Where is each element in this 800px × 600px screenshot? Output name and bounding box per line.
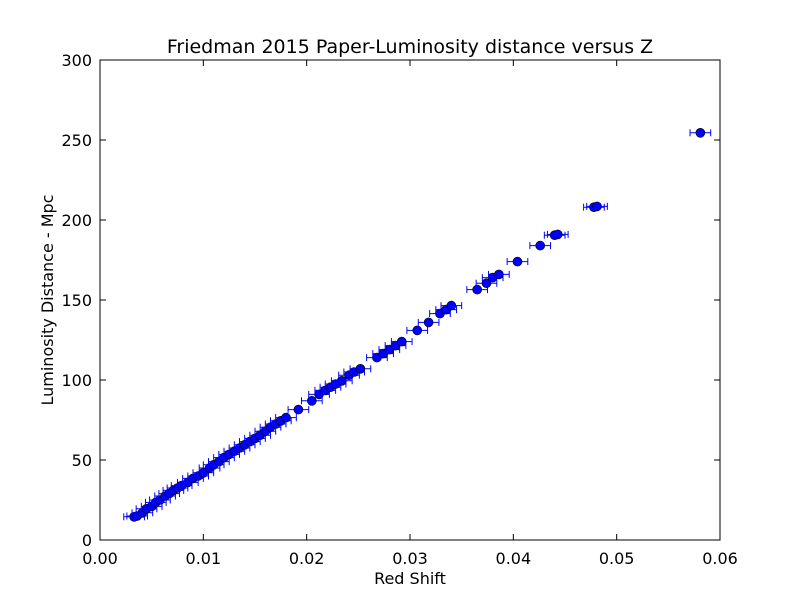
x-tick-label: 0.04 bbox=[496, 549, 532, 568]
data-point bbox=[586, 201, 608, 212]
point-marker bbox=[481, 278, 492, 289]
data-point bbox=[287, 404, 310, 415]
data-point bbox=[506, 256, 529, 267]
chart-title: Friedman 2015 Paper-Luminosity distance … bbox=[167, 36, 653, 58]
point-marker bbox=[396, 336, 407, 347]
plot-area bbox=[123, 128, 712, 522]
y-tick-label: 50 bbox=[72, 451, 92, 470]
data-point bbox=[546, 229, 569, 240]
data-point bbox=[466, 284, 488, 295]
point-marker bbox=[512, 256, 523, 267]
x-tick-label: 0.06 bbox=[702, 549, 738, 568]
point-marker bbox=[293, 404, 304, 415]
point-marker bbox=[695, 128, 706, 138]
axis-ticks: 0.00 0.01 0.02 0.03 0.04 0.05 0.06 0 50 100 150 200… bbox=[61, 51, 737, 568]
point-marker bbox=[412, 325, 423, 336]
data-point bbox=[301, 395, 323, 406]
x-tick-label: 0.01 bbox=[186, 549, 222, 568]
y-tick-label: 300 bbox=[61, 51, 92, 70]
y-tick-label: 200 bbox=[61, 211, 92, 230]
point-marker bbox=[552, 229, 563, 240]
point-marker bbox=[423, 317, 434, 328]
x-tick-label: 0.05 bbox=[599, 549, 635, 568]
point-marker bbox=[355, 363, 366, 374]
data-point bbox=[390, 336, 413, 347]
point-marker bbox=[281, 412, 291, 423]
point-marker bbox=[592, 201, 602, 212]
data-point bbox=[475, 278, 498, 289]
y-tick-label: 250 bbox=[61, 131, 92, 150]
y-tick-label: 150 bbox=[61, 291, 92, 310]
plot-frame bbox=[99, 59, 721, 541]
data-point bbox=[406, 325, 429, 336]
y-axis-label: Luminosity Distance - Mpc bbox=[38, 194, 57, 405]
point-marker bbox=[446, 300, 457, 311]
x-tick-label: 0.00 bbox=[82, 549, 118, 568]
y-tick-label: 100 bbox=[61, 371, 92, 390]
point-marker bbox=[336, 375, 347, 386]
data-point bbox=[488, 269, 510, 280]
point-marker bbox=[535, 240, 546, 251]
x-tick-label: 0.02 bbox=[289, 549, 325, 568]
y-tick-label: 0 bbox=[82, 531, 92, 550]
point-marker bbox=[472, 284, 482, 295]
data-point bbox=[529, 240, 552, 251]
data-point bbox=[275, 412, 297, 423]
data-point bbox=[417, 317, 440, 328]
x-axis-label: Red Shift bbox=[374, 569, 446, 588]
point-marker bbox=[494, 269, 504, 280]
data-point bbox=[349, 363, 372, 374]
x-tick-label: 0.03 bbox=[392, 549, 428, 568]
point-marker bbox=[307, 395, 317, 406]
data-point bbox=[689, 128, 712, 138]
data-point bbox=[440, 300, 463, 311]
